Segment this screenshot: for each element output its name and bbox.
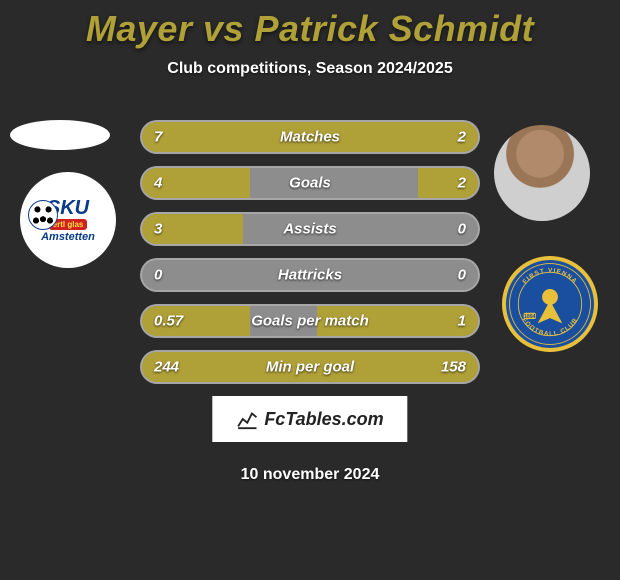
stats-panel: 72Matches 42Goals 30Assists 00Hattricks 0.57… bbox=[140, 120, 480, 396]
stat-label: Goals bbox=[142, 175, 478, 192]
chart-icon bbox=[236, 408, 258, 430]
club1-badge: SKU ertl glas Amstetten bbox=[20, 172, 116, 268]
stat-row: 30Assists bbox=[140, 212, 480, 246]
stat-row: 0.571Goals per match bbox=[140, 304, 480, 338]
watermark-text: FcTables.com bbox=[264, 409, 383, 430]
watermark: FcTables.com bbox=[212, 396, 407, 442]
club2-crest-icon: FIRST VIENNA FOOTBALL CLUB 1894 bbox=[506, 260, 594, 348]
page-title: Mayer vs Patrick Schmidt bbox=[0, 0, 620, 50]
stat-row: 42Goals bbox=[140, 166, 480, 200]
svg-text:1894: 1894 bbox=[524, 314, 536, 320]
stat-label: Goals per match bbox=[142, 313, 478, 330]
player1-avatar bbox=[10, 120, 110, 150]
stat-label: Hattricks bbox=[142, 267, 478, 284]
subtitle: Club competitions, Season 2024/2025 bbox=[0, 60, 620, 78]
club1-line3: Amstetten bbox=[41, 231, 95, 243]
stat-label: Min per goal bbox=[142, 359, 478, 376]
club2-badge: FIRST VIENNA FOOTBALL CLUB 1894 bbox=[502, 256, 598, 352]
soccer-ball-icon bbox=[28, 200, 58, 230]
date-text: 10 november 2024 bbox=[0, 466, 620, 484]
stat-label: Assists bbox=[142, 221, 478, 238]
stat-row: 00Hattricks bbox=[140, 258, 480, 292]
player2-avatar bbox=[494, 125, 590, 221]
stat-row: 72Matches bbox=[140, 120, 480, 154]
stat-label: Matches bbox=[142, 129, 478, 146]
svg-text:FIRST VIENNA: FIRST VIENNA bbox=[522, 267, 579, 285]
stat-row: 244158Min per goal bbox=[140, 350, 480, 384]
